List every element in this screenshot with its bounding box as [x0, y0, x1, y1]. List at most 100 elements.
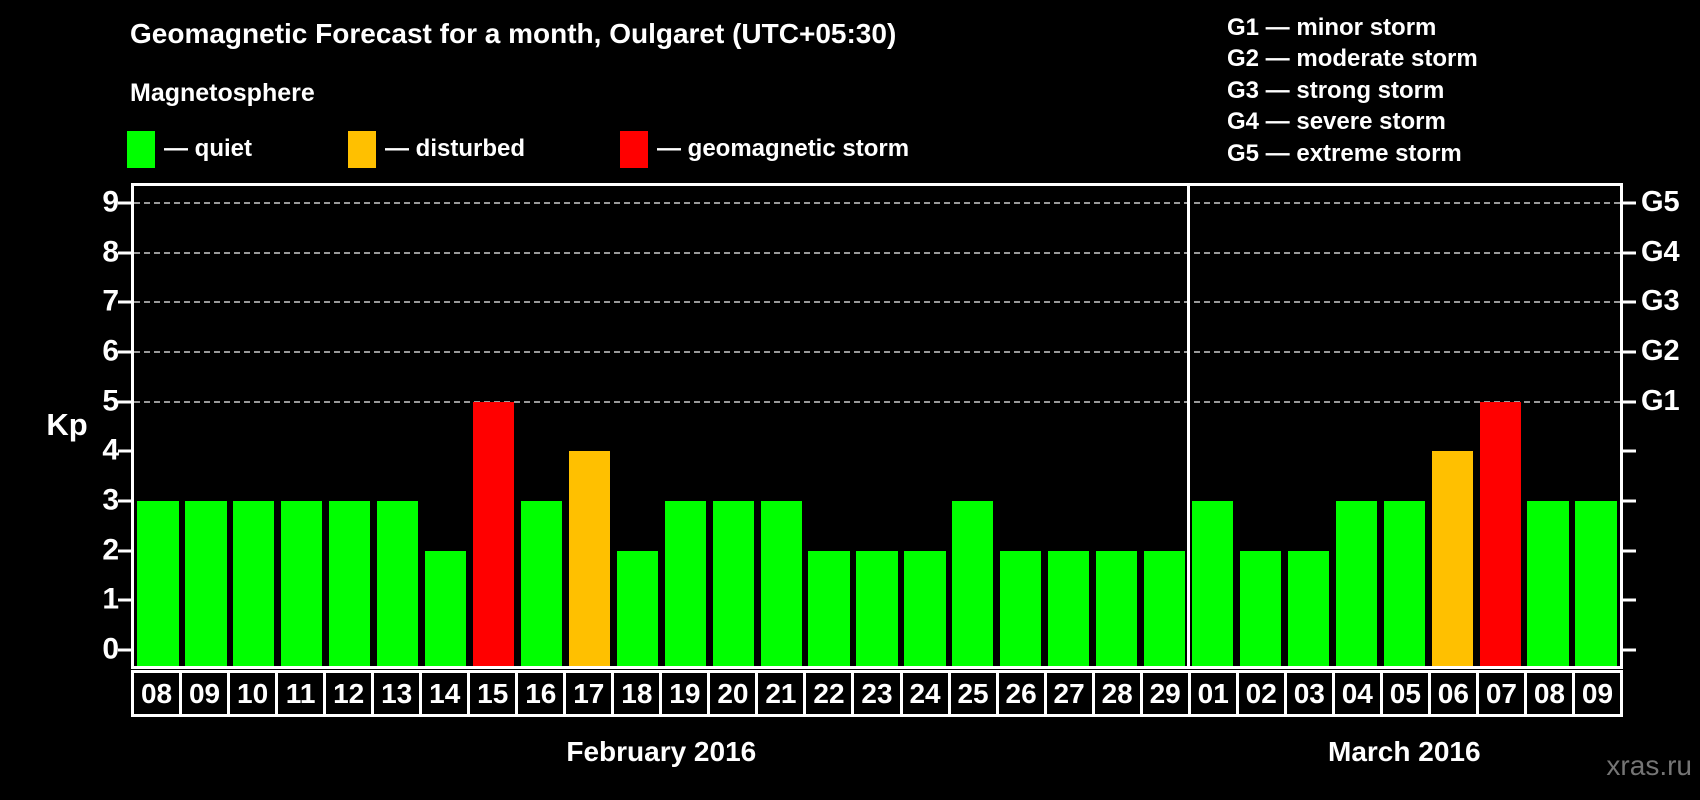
day-label: 03: [1283, 670, 1335, 717]
y-tick-mark-right: [1623, 449, 1636, 453]
legend-item-disturbed: — disturbed: [348, 130, 525, 168]
day-label: 06: [1427, 670, 1479, 717]
kp-bar-day-02: [1239, 550, 1282, 666]
day-label: 11: [275, 670, 327, 717]
day-label: 09: [179, 670, 231, 717]
gridline-kp-9: [134, 201, 1620, 204]
y-tick-label: 0: [102, 632, 119, 666]
legend-label-disturbed: — disturbed: [385, 135, 526, 162]
day-label: 17: [563, 670, 615, 717]
day-label: 22: [803, 670, 855, 717]
g-axis-label-g2: G2: [1641, 334, 1680, 367]
day-label: 26: [995, 670, 1047, 717]
day-label: 12: [323, 670, 375, 717]
g-axis-label-g4: G4: [1641, 235, 1680, 268]
day-label: 04: [1331, 670, 1383, 717]
kp-bar-day-21: [760, 501, 802, 666]
kp-bar-day-17: [568, 451, 610, 666]
day-label: 18: [611, 670, 663, 717]
kp-bar-day-19: [664, 501, 706, 666]
kp-bar-day-28: [1096, 550, 1138, 666]
g-axis-label-g1: G1: [1641, 384, 1680, 417]
y-axis-title: Kp: [46, 407, 88, 442]
y-tick-label: 2: [102, 533, 119, 567]
y-tick-label: 4: [102, 433, 119, 467]
y-tick-mark-left: [118, 499, 131, 503]
y-tick-mark-right: [1623, 350, 1636, 354]
month-separator-line: [1187, 186, 1191, 666]
y-tick-mark-left: [118, 598, 131, 602]
day-label: 14: [419, 670, 471, 717]
kp-bar-day-08: [1527, 501, 1569, 666]
chart-title: Geomagnetic Forecast for a month, Oulgar…: [130, 18, 897, 49]
kp-bar-day-03: [1287, 550, 1330, 666]
kp-bar-day-15: [472, 401, 515, 666]
day-label: 16: [515, 670, 567, 717]
day-label: 15: [467, 670, 519, 717]
day-label: 27: [1043, 670, 1095, 717]
y-tick-mark-right: [1623, 598, 1636, 602]
kp-bar-day-24: [904, 550, 946, 666]
g-legend-line: G5 — extreme storm: [1227, 139, 1462, 167]
y-tick-mark-right: [1623, 648, 1636, 652]
y-tick-label: 6: [102, 334, 119, 368]
kp-bar-day-01: [1191, 501, 1234, 666]
y-tick-mark-left: [118, 648, 131, 652]
g-axis-label-g3: G3: [1641, 285, 1680, 318]
y-tick-label: 8: [102, 234, 119, 268]
month-label: March 2016: [1328, 736, 1481, 767]
kp-bar-day-23: [856, 550, 898, 666]
day-label: 02: [1235, 670, 1287, 717]
y-tick-mark-left: [118, 449, 131, 453]
day-label: 23: [851, 670, 903, 717]
kp-bar-day-06: [1431, 451, 1473, 666]
legend-swatch-storm: [620, 130, 648, 168]
day-label: 10: [227, 670, 279, 717]
legend-swatch-disturbed: [348, 130, 376, 168]
kp-bar-day-16: [520, 501, 563, 666]
legend-item-quiet: — quiet: [127, 130, 252, 168]
y-tick-mark-right: [1623, 499, 1636, 503]
watermark: xras.ru: [1606, 750, 1692, 781]
kp-bar-day-13: [377, 501, 419, 666]
day-label: 20: [707, 670, 759, 717]
kp-bar-day-27: [1048, 550, 1090, 666]
g-legend-line: G3 — strong storm: [1227, 76, 1445, 104]
day-label: 07: [1475, 670, 1527, 717]
kp-bar-day-07: [1479, 401, 1521, 666]
month-label: February 2016: [566, 736, 757, 767]
kp-bar-day-10: [233, 501, 275, 666]
legend-swatch-quiet: [127, 130, 155, 168]
legend-label-quiet: — quiet: [164, 135, 252, 162]
day-label: 19: [659, 670, 711, 717]
day-label: 08: [131, 670, 183, 717]
kp-bar-day-12: [329, 501, 371, 666]
kp-bar-day-20: [712, 501, 754, 666]
day-label: 05: [1379, 670, 1431, 717]
y-tick-mark-right: [1623, 300, 1636, 304]
g-legend-line: G4 — severe storm: [1227, 108, 1446, 136]
y-tick-label: 5: [102, 383, 119, 417]
kp-bar-day-26: [1000, 550, 1042, 666]
gridline-kp-5: [134, 400, 1620, 403]
g-legend-line: G2 — moderate storm: [1227, 45, 1478, 73]
kp-bar-day-09: [185, 501, 227, 666]
y-tick-label: 9: [102, 185, 119, 219]
kp-bar-day-09: [1575, 501, 1617, 666]
day-label: 13: [371, 670, 423, 717]
g-scale-legend: G1 — minor storm G2 — moderate storm G3 — …: [1227, 12, 1478, 169]
day-label: 28: [1091, 670, 1143, 717]
y-tick-mark-left: [118, 549, 131, 553]
day-label: 08: [1523, 670, 1575, 717]
day-label: 09: [1571, 670, 1623, 717]
kp-bar-day-22: [808, 550, 850, 666]
kp-bar-day-05: [1383, 501, 1425, 666]
y-tick-mark-right: [1623, 201, 1636, 205]
y-tick-mark-left: [118, 251, 131, 255]
plot-area: [131, 183, 1623, 669]
day-label: 01: [1187, 670, 1239, 717]
y-tick-mark-left: [118, 201, 131, 205]
kp-bar-day-04: [1335, 501, 1377, 666]
gridline-kp-8: [134, 251, 1620, 254]
day-label: 24: [899, 670, 951, 717]
